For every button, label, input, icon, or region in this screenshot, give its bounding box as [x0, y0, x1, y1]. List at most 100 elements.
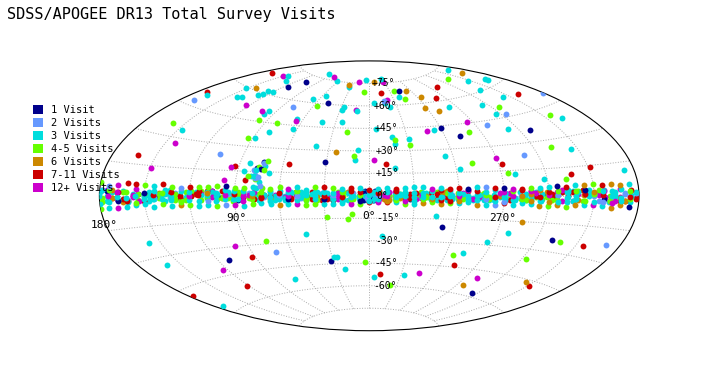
Point	[599, 195, 610, 201]
Point	[285, 190, 296, 196]
Point	[426, 196, 437, 202]
Point	[364, 187, 375, 193]
Point	[444, 188, 456, 194]
Point	[290, 118, 302, 124]
Point	[102, 188, 113, 194]
Point	[364, 190, 376, 195]
Point	[541, 194, 552, 200]
Point	[362, 196, 373, 202]
Point	[525, 195, 537, 201]
Point	[138, 191, 150, 197]
Point	[615, 195, 626, 201]
Point	[579, 202, 590, 208]
Point	[405, 195, 416, 201]
Point	[133, 191, 144, 197]
Point	[503, 127, 514, 132]
Point	[241, 102, 252, 108]
Point	[359, 259, 371, 265]
Point	[535, 194, 546, 200]
Text: 270°: 270°	[489, 213, 516, 223]
Point	[170, 190, 181, 196]
Point	[381, 97, 393, 102]
Point	[320, 159, 331, 165]
Point	[557, 115, 568, 121]
Point	[243, 190, 254, 196]
Point	[358, 191, 369, 197]
Point	[547, 194, 558, 200]
Point	[481, 122, 493, 127]
Point	[431, 189, 442, 195]
Point	[605, 205, 616, 211]
Point	[330, 149, 342, 155]
Point	[353, 147, 364, 153]
Point	[471, 184, 483, 190]
Point	[623, 181, 635, 187]
Text: 0°: 0°	[376, 191, 388, 201]
Point	[148, 205, 160, 210]
Point	[274, 194, 285, 200]
Point	[201, 92, 212, 98]
Point	[516, 187, 528, 193]
Text: +45°: +45°	[375, 123, 398, 133]
Point	[222, 191, 234, 197]
Point	[525, 185, 536, 191]
Point	[381, 199, 393, 205]
Point	[562, 189, 574, 195]
Point	[381, 198, 393, 203]
Point	[534, 203, 545, 209]
Point	[292, 197, 303, 203]
Point	[362, 193, 373, 198]
Point	[285, 197, 296, 202]
Point	[488, 193, 500, 198]
Point	[243, 193, 254, 198]
Point	[133, 197, 144, 203]
Point	[122, 198, 133, 204]
Point	[572, 191, 584, 197]
Point	[358, 192, 369, 198]
Point	[316, 119, 327, 125]
Point	[354, 193, 366, 198]
Point	[229, 163, 241, 169]
Point	[457, 196, 469, 202]
Point	[421, 128, 432, 134]
Point	[327, 190, 339, 196]
Point	[431, 84, 442, 90]
Point	[431, 191, 442, 197]
Point	[589, 190, 600, 196]
Point	[148, 196, 160, 202]
Point	[341, 128, 352, 134]
Point	[175, 188, 186, 194]
Point	[238, 194, 249, 200]
Point	[175, 192, 186, 198]
Point	[159, 191, 170, 197]
Point	[562, 187, 573, 193]
Point	[565, 171, 577, 177]
Point	[212, 191, 223, 197]
Point	[417, 200, 429, 206]
Point	[484, 195, 495, 201]
Point	[300, 194, 312, 199]
Point	[153, 192, 165, 198]
Point	[254, 183, 266, 189]
Point	[332, 193, 344, 198]
Point	[97, 187, 108, 193]
Point	[232, 191, 244, 197]
Point	[175, 202, 187, 208]
Point	[383, 197, 395, 203]
Point	[220, 187, 231, 193]
Point	[310, 197, 321, 202]
Point	[518, 152, 530, 158]
Point	[246, 190, 258, 196]
Point	[415, 94, 427, 100]
Point	[368, 194, 379, 200]
Point	[399, 96, 410, 102]
Point	[222, 190, 234, 196]
Text: -45°: -45°	[375, 258, 398, 268]
Point	[557, 198, 568, 204]
Point	[499, 190, 510, 196]
Point	[471, 192, 483, 198]
Point	[258, 158, 270, 164]
Point	[253, 198, 265, 203]
Point	[381, 189, 393, 195]
Point	[285, 189, 296, 195]
